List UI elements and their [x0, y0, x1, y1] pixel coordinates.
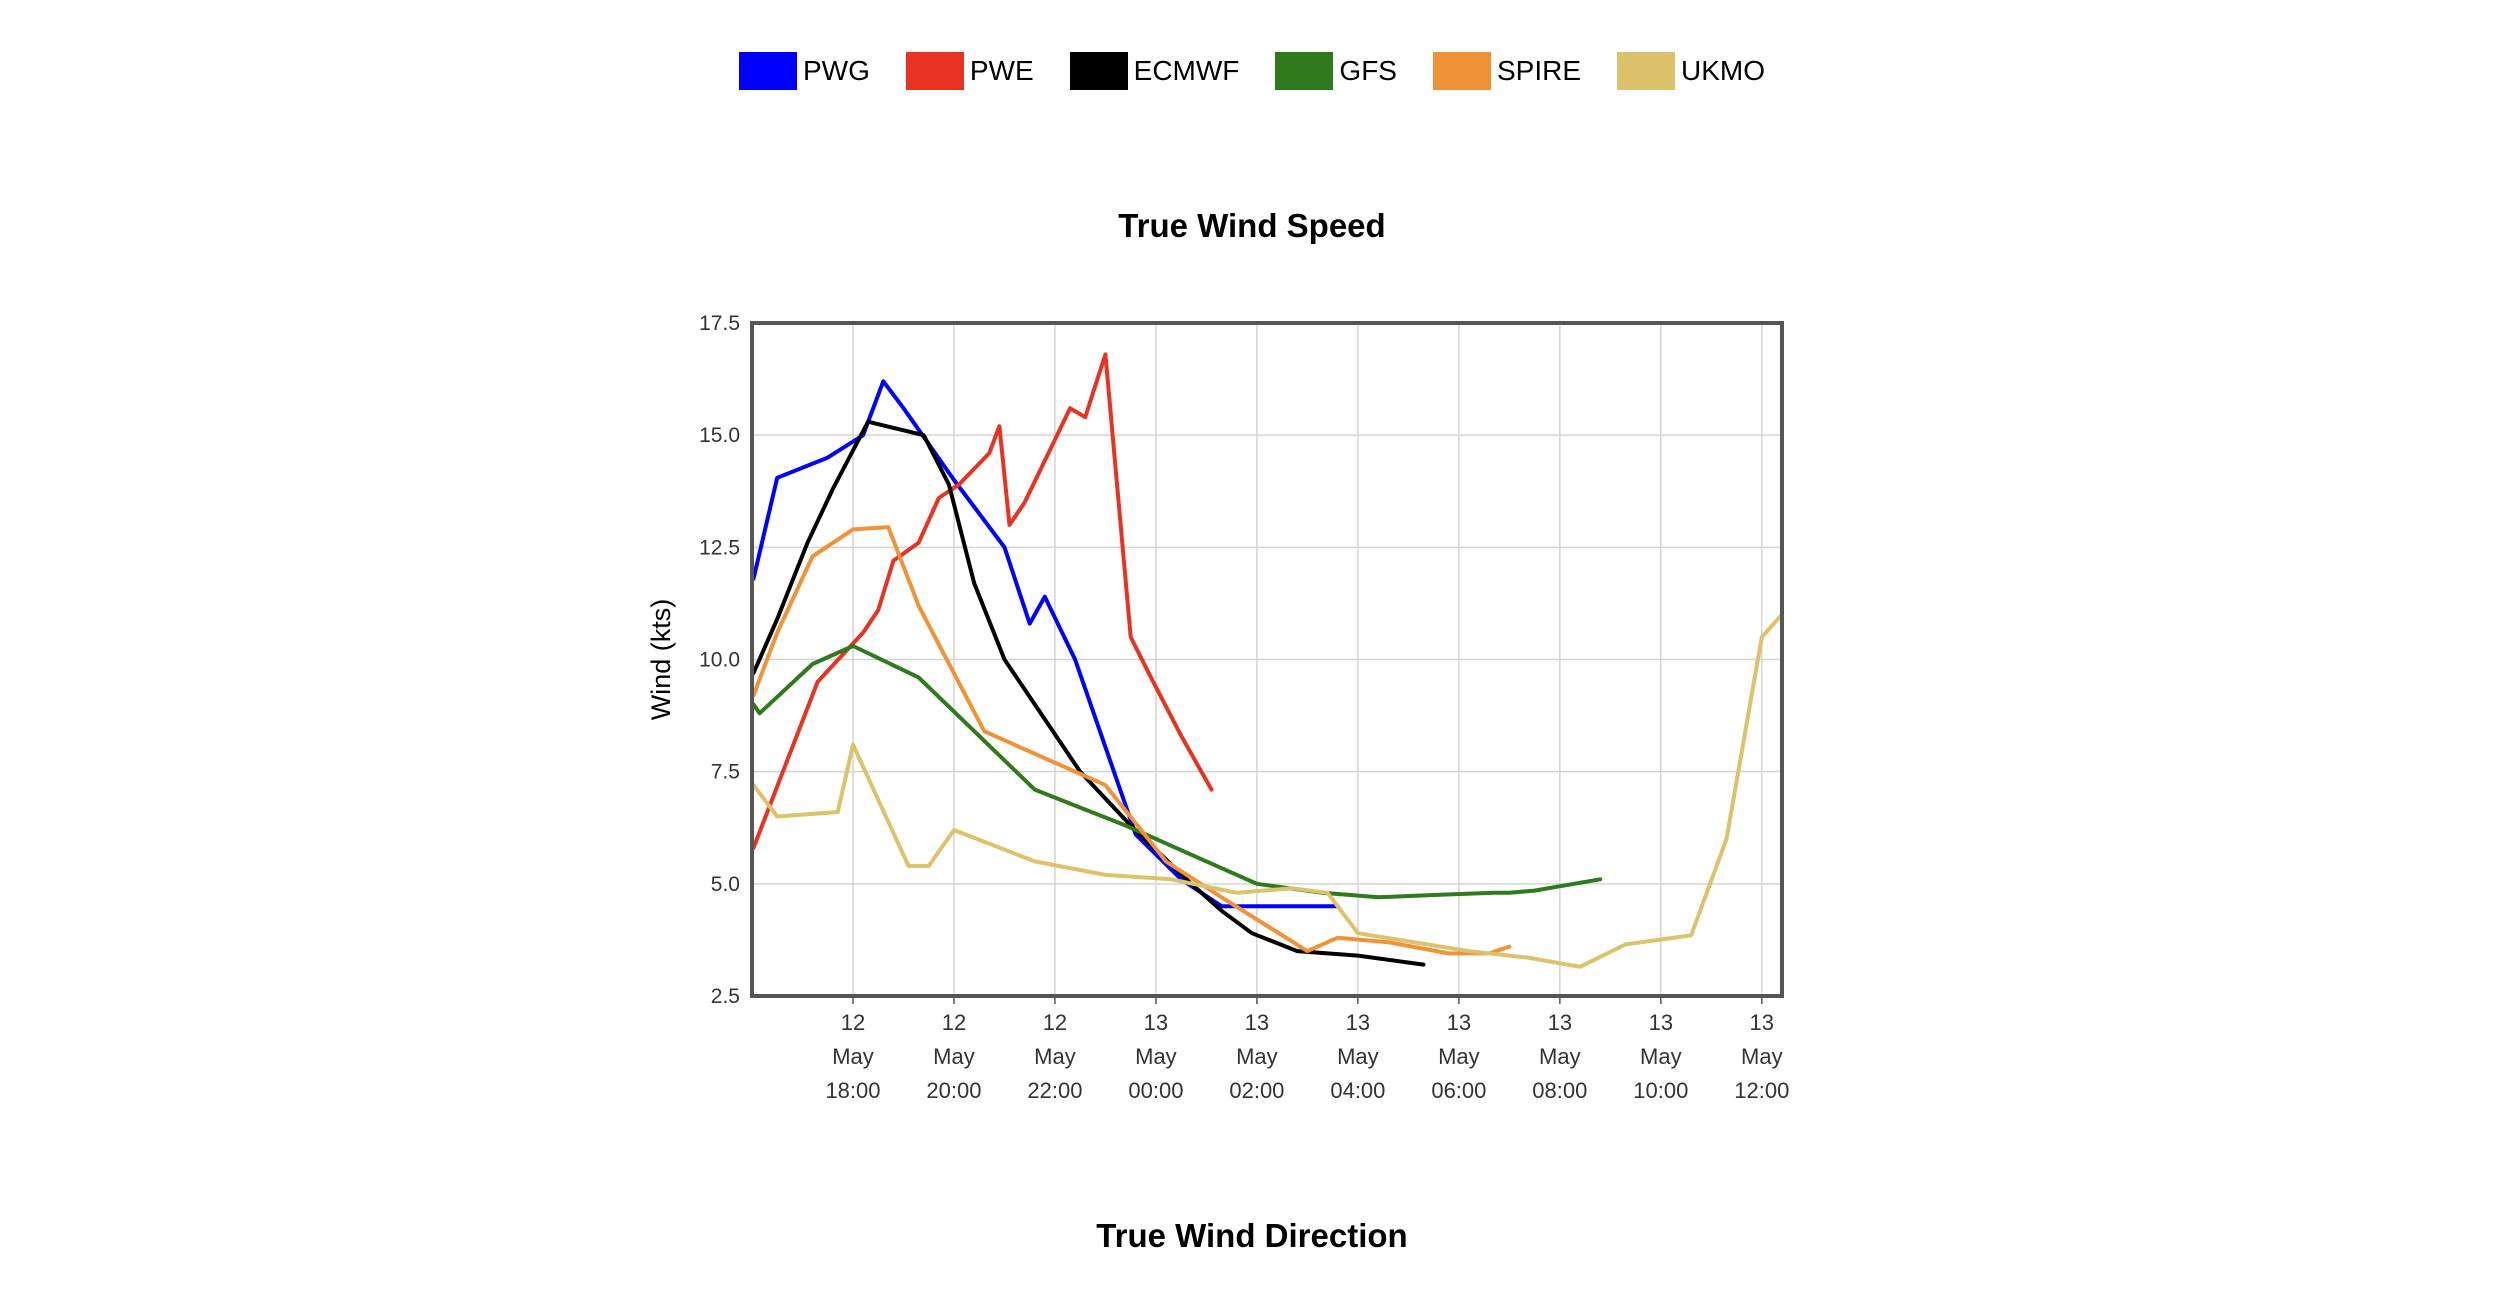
legend-swatch [1432, 52, 1491, 90]
x-tick-label: 13 [1144, 1010, 1168, 1035]
chart-series [751, 352, 1784, 969]
x-tick-label: May [933, 1044, 975, 1069]
legend-label: SPIRE [1496, 55, 1582, 86]
x-tick-label: 13 [1649, 1010, 1673, 1035]
legend-swatch [1275, 52, 1334, 90]
x-tick-label: 00:00 [1128, 1078, 1183, 1103]
x-tick-label: 04:00 [1330, 1078, 1385, 1103]
x-tick-label: 06:00 [1431, 1078, 1486, 1103]
legend-label: GFS [1339, 55, 1397, 86]
x-tick-label: 13 [1245, 1010, 1269, 1035]
wind-direction-title: True Wind Direction [1096, 1217, 1408, 1254]
x-tick-label: 08:00 [1532, 1078, 1587, 1103]
x-tick-label: May [1438, 1044, 1480, 1069]
legend-item-pwe: PWE [905, 52, 1034, 90]
legend-item-pwg: PWG [738, 52, 870, 90]
legend-label: UKMO [1681, 55, 1766, 86]
y-tick-label: 2.5 [711, 985, 740, 1008]
y-tick-label: 12.5 [699, 536, 740, 559]
y-tick-label: 15.0 [699, 424, 740, 447]
legend-label: PWG [802, 55, 870, 86]
x-tick-label: 12:00 [1734, 1078, 1789, 1103]
plot-frame [750, 321, 1784, 998]
chart-grid [752, 322, 1782, 1004]
legend-swatch [905, 52, 964, 90]
y-tick-label: 17.5 [699, 312, 740, 335]
x-tick-label: 13 [1750, 1010, 1774, 1035]
y-tick-label: 5.0 [711, 873, 740, 896]
series-line-gfs [751, 644, 1603, 900]
series-line-ecmwf [751, 419, 1426, 967]
legend-item-spire: SPIRE [1432, 52, 1582, 90]
series-line-spire [751, 525, 1512, 956]
legend-swatch [1069, 52, 1128, 90]
x-tick-label: May [1640, 1044, 1682, 1069]
x-tick-label: 13 [1548, 1010, 1572, 1035]
y-tick-label: 7.5 [711, 761, 740, 784]
x-tick-label: May [1034, 1044, 1076, 1069]
y-axis-ticks: 17.5 15.0 12.5 10.0 7.5 5.0 2.5 [699, 312, 740, 1008]
chart-legend: PWG PWE ECMWF GFS SPIRE UKMO [0, 52, 2504, 90]
legend-label: PWE [969, 55, 1034, 86]
legend-swatch [738, 52, 797, 90]
x-tick-label: May [1236, 1044, 1278, 1069]
x-tick-label: 18:00 [825, 1078, 880, 1103]
legend-item-gfs: GFS [1275, 52, 1397, 90]
x-tick-label: May [1135, 1044, 1177, 1069]
y-tick-label: 10.0 [699, 649, 740, 672]
x-axis-ticks: 12 May 18:00 12 May 20:00 12 May 22:00 13 May 00:00… [825, 1010, 1789, 1103]
x-tick-label: 12 [841, 1010, 865, 1035]
series-line-ukmo [751, 612, 1784, 969]
x-tick-label: 02:00 [1229, 1078, 1284, 1103]
legend-swatch [1617, 52, 1676, 90]
x-tick-label: 12 [942, 1010, 966, 1035]
legend-item-ecmwf: ECMWF [1069, 52, 1240, 90]
x-tick-label: 13 [1447, 1010, 1471, 1035]
x-tick-label: May [832, 1044, 874, 1069]
x-tick-label: 10:00 [1633, 1078, 1688, 1103]
x-tick-label: 13 [1346, 1010, 1370, 1035]
legend-item-ukmo: UKMO [1617, 52, 1765, 90]
x-tick-label: May [1337, 1044, 1379, 1069]
wind-speed-title: True Wind Speed [1118, 207, 1386, 244]
x-tick-label: 22:00 [1027, 1078, 1082, 1103]
x-tick-label: May [1741, 1044, 1783, 1069]
x-tick-label: May [1539, 1044, 1581, 1069]
legend-label: ECMWF [1133, 55, 1240, 86]
series-line-pwe [751, 352, 1214, 850]
x-tick-label: 20:00 [926, 1078, 981, 1103]
y-axis-label: Wind (kts) [646, 599, 676, 721]
x-tick-label: 12 [1043, 1010, 1067, 1035]
